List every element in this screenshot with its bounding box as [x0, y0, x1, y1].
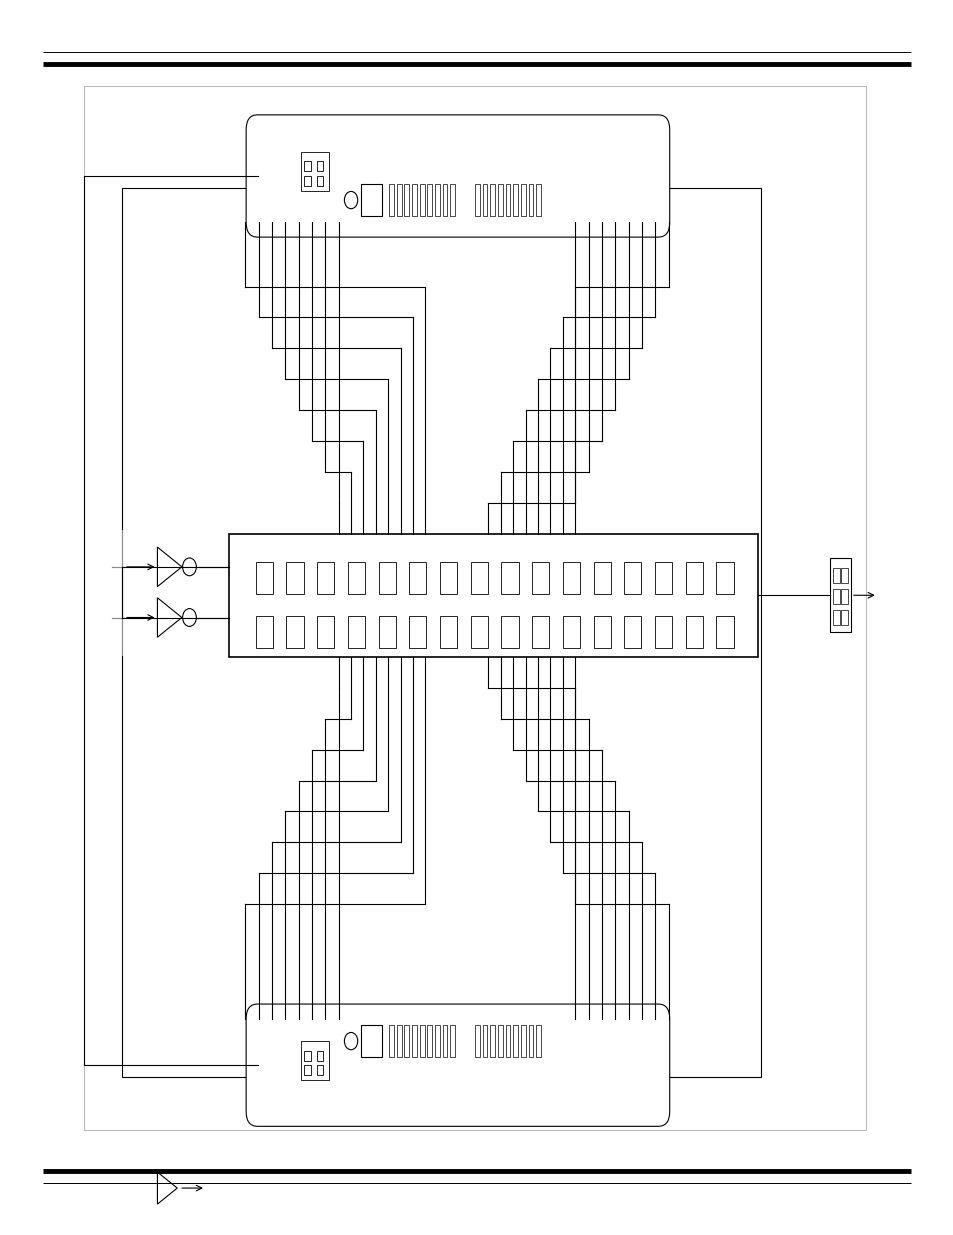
Bar [655, 562, 672, 594]
Bar [360, 184, 381, 216]
Bar [832, 568, 839, 583]
Bar [655, 616, 672, 648]
FancyBboxPatch shape [246, 1004, 669, 1126]
Bar [520, 184, 525, 216]
Bar [490, 184, 495, 216]
Bar [360, 1025, 381, 1057]
Bar [562, 616, 579, 648]
Bar [396, 184, 401, 216]
Bar [255, 616, 273, 648]
Bar [122, 188, 760, 1077]
Bar [501, 616, 518, 648]
Bar [439, 616, 456, 648]
Bar [404, 1025, 409, 1057]
Bar [316, 177, 323, 186]
Bar [378, 562, 395, 594]
Bar [841, 568, 847, 583]
Bar [482, 1025, 487, 1057]
Bar [470, 616, 487, 648]
Bar [348, 562, 365, 594]
Bar [409, 562, 426, 594]
Bar [286, 562, 303, 594]
Bar [255, 562, 273, 594]
Bar [593, 562, 610, 594]
Bar [497, 1025, 502, 1057]
Bar [427, 1025, 432, 1057]
Bar [409, 616, 426, 648]
Bar [475, 184, 479, 216]
Bar [450, 184, 455, 216]
Bar [841, 589, 847, 604]
Bar [505, 1025, 510, 1057]
Bar [439, 562, 456, 594]
Bar [286, 616, 303, 648]
Bar [316, 616, 334, 648]
Bar [378, 616, 395, 648]
Bar [470, 562, 487, 594]
Bar [412, 1025, 416, 1057]
Bar [716, 562, 733, 594]
Bar [685, 616, 702, 648]
Bar [348, 616, 365, 648]
Bar [832, 589, 839, 604]
Bar [505, 184, 510, 216]
Bar [316, 162, 323, 172]
Bar [84, 86, 865, 1130]
Bar [475, 1025, 479, 1057]
Bar [513, 1025, 517, 1057]
Bar [490, 1025, 495, 1057]
Bar [427, 184, 432, 216]
Bar [442, 184, 447, 216]
Bar [501, 562, 518, 594]
Bar [412, 184, 416, 216]
Bar [316, 1051, 323, 1061]
Bar [435, 184, 439, 216]
Bar [528, 1025, 533, 1057]
Bar [716, 616, 733, 648]
Bar [304, 162, 311, 172]
Bar [832, 610, 839, 625]
Bar [300, 152, 329, 191]
Bar [419, 1025, 424, 1057]
Bar [562, 562, 579, 594]
Bar [435, 1025, 439, 1057]
Bar [450, 1025, 455, 1057]
Bar [623, 562, 640, 594]
Bar [316, 1066, 323, 1076]
Bar [304, 177, 311, 186]
Bar [482, 184, 487, 216]
FancyBboxPatch shape [246, 115, 669, 237]
Bar [520, 1025, 525, 1057]
Bar [536, 1025, 540, 1057]
Bar [404, 184, 409, 216]
Bar [419, 184, 424, 216]
Bar [528, 184, 533, 216]
Bar [685, 562, 702, 594]
Bar [389, 1025, 394, 1057]
Bar [513, 184, 517, 216]
Bar [497, 184, 502, 216]
Bar [304, 1051, 311, 1061]
Bar [841, 610, 847, 625]
Bar [532, 616, 549, 648]
Bar [316, 562, 334, 594]
Bar [304, 1066, 311, 1076]
Bar [623, 616, 640, 648]
Bar [389, 184, 394, 216]
Bar [396, 1025, 401, 1057]
Bar [829, 558, 850, 632]
Bar [229, 534, 758, 657]
Bar [300, 1041, 329, 1081]
Bar [532, 562, 549, 594]
Bar [442, 1025, 447, 1057]
Bar [536, 184, 540, 216]
Bar [593, 616, 610, 648]
